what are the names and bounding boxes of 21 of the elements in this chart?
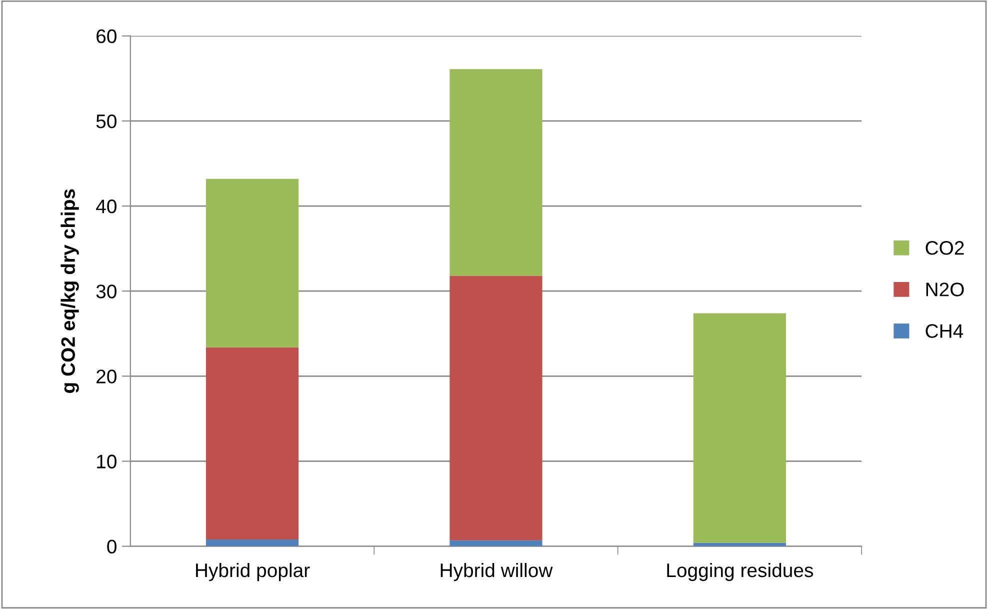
x-tick-label: Logging residues <box>667 562 814 582</box>
bar <box>206 347 299 540</box>
bar <box>450 69 542 276</box>
y-tick-label: 30 <box>96 284 116 298</box>
x-tick-label: Hybrid poplar <box>196 562 310 582</box>
y-tick-label: 50 <box>96 114 116 128</box>
x-tick-label: Hybrid willow <box>440 562 553 582</box>
bar <box>206 178 299 348</box>
bar <box>206 539 299 546</box>
y-tick-label: 0 <box>107 540 116 554</box>
y-axis-title: g CO2 eq/kg dry chips <box>60 189 79 393</box>
legend-label: CH4 <box>926 324 964 338</box>
legend-label: CO2 <box>926 241 964 255</box>
bar <box>450 540 542 546</box>
y-tick-label: 40 <box>96 200 116 214</box>
y-tick-label: 60 <box>96 29 116 44</box>
legend-label: N2O <box>926 282 964 296</box>
bar <box>693 313 786 543</box>
y-tick-label: 20 <box>96 370 116 384</box>
bar <box>450 276 542 540</box>
y-tick-label: 10 <box>97 454 116 468</box>
